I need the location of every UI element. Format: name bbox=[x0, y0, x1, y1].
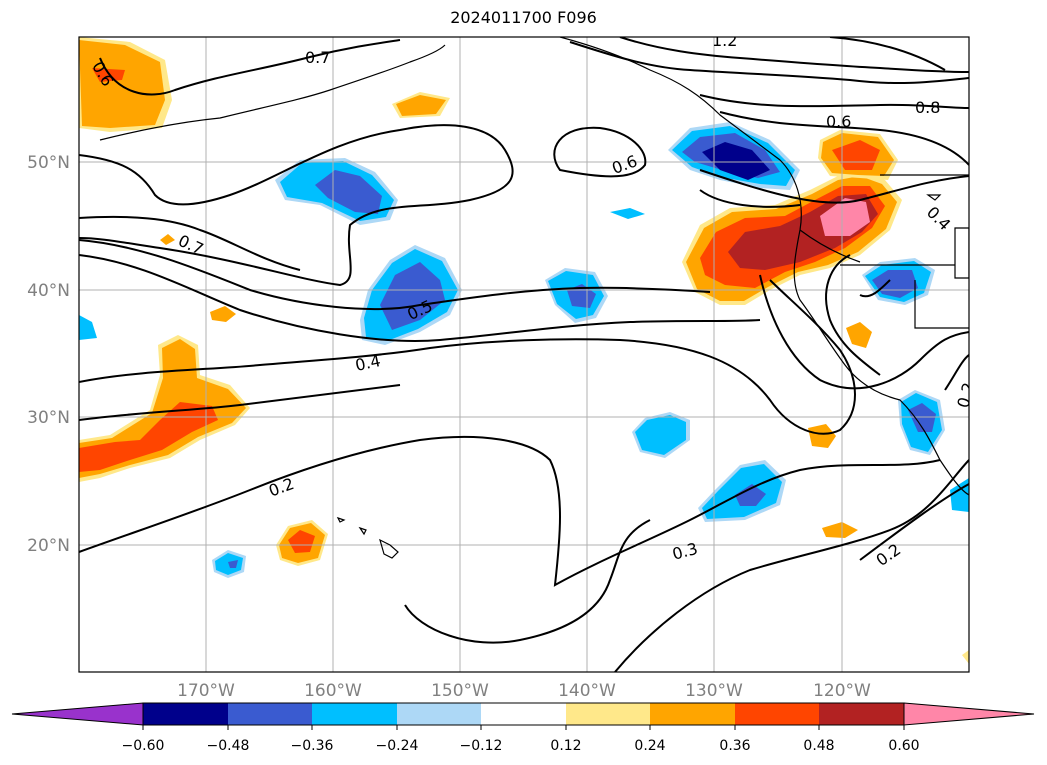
colorbar-tick-label: 0.24 bbox=[634, 738, 665, 754]
lon-label: 160°W bbox=[304, 681, 362, 701]
contour-label-group: 0.7 1.2 0.6 0.6 0.8 0.6 0.7 0.5 0.4 0.2 … bbox=[88, 31, 978, 570]
contour-label: 0.6 bbox=[609, 151, 639, 178]
contour-label: 0.2 bbox=[953, 380, 978, 410]
lat-label: 50°N bbox=[27, 153, 70, 173]
colorbar-tick-label: −0.48 bbox=[207, 738, 250, 754]
gridlines bbox=[79, 37, 969, 672]
contour-label: 0.4 bbox=[353, 351, 382, 375]
colorbar-tick-label: 0.48 bbox=[803, 738, 834, 754]
shading-layer bbox=[79, 37, 969, 664]
colorbar-segment bbox=[735, 703, 819, 725]
map-area: 0.7 1.2 0.6 0.6 0.8 0.6 0.7 0.5 0.4 0.2 … bbox=[79, 31, 978, 672]
colorbar-segment bbox=[481, 703, 566, 725]
map-frame bbox=[78, 36, 970, 673]
colorbar-segment bbox=[312, 703, 397, 725]
contour-label: 0.7 bbox=[305, 48, 330, 67]
lat-label: 20°N bbox=[27, 536, 70, 556]
latitude-labels: 50°N 40°N 30°N 20°N bbox=[27, 153, 70, 556]
colorbar-tick-label: −0.36 bbox=[291, 738, 334, 754]
colorbar-extend-left bbox=[11, 702, 144, 726]
contour-label: 0.4 bbox=[923, 203, 954, 234]
colorbar-segment bbox=[143, 703, 228, 725]
colorbar-segment bbox=[650, 703, 735, 725]
colorbar-tick-label: 0.36 bbox=[719, 738, 750, 754]
colorbar-tick-label: 0.60 bbox=[888, 738, 919, 754]
lon-label: 170°W bbox=[177, 681, 235, 701]
lon-label: 140°W bbox=[558, 681, 616, 701]
lon-label: 120°W bbox=[813, 681, 871, 701]
contour-label: 0.6 bbox=[826, 112, 851, 131]
colorbar-tick-label: −0.60 bbox=[122, 738, 165, 754]
coastlines bbox=[99, 37, 969, 559]
contour-label: 0.3 bbox=[670, 539, 700, 564]
contour-lines bbox=[79, 37, 969, 672]
colorbar-tick-label: −0.24 bbox=[376, 738, 419, 754]
contour-label: 0.8 bbox=[915, 98, 940, 117]
colorbar-segment bbox=[397, 703, 481, 725]
lat-label: 30°N bbox=[27, 408, 70, 428]
longitude-labels: 170°W 160°W 150°W 140°W 130°W 120°W bbox=[177, 681, 871, 701]
lon-label: 130°W bbox=[685, 681, 743, 701]
colorbar-extend-right bbox=[903, 702, 1035, 726]
lon-label: 150°W bbox=[431, 681, 489, 701]
lat-label: 40°N bbox=[27, 281, 70, 301]
contour-label: 0.2 bbox=[873, 540, 905, 570]
contour-label: 0.2 bbox=[266, 474, 296, 501]
colorbar-tick-label: −0.12 bbox=[460, 738, 503, 754]
colorbar-tick-label: 0.12 bbox=[550, 738, 581, 754]
map-title: 2024011700 F096 bbox=[450, 8, 597, 27]
colorbar-segment bbox=[819, 703, 904, 725]
colorbar-segment bbox=[228, 703, 312, 725]
colorbar-segment bbox=[566, 703, 650, 725]
colorbar: −0.60 −0.48 −0.36 −0.24 −0.12 0.12 0.24 … bbox=[11, 702, 1035, 754]
contour-label: 1.2 bbox=[712, 31, 737, 50]
